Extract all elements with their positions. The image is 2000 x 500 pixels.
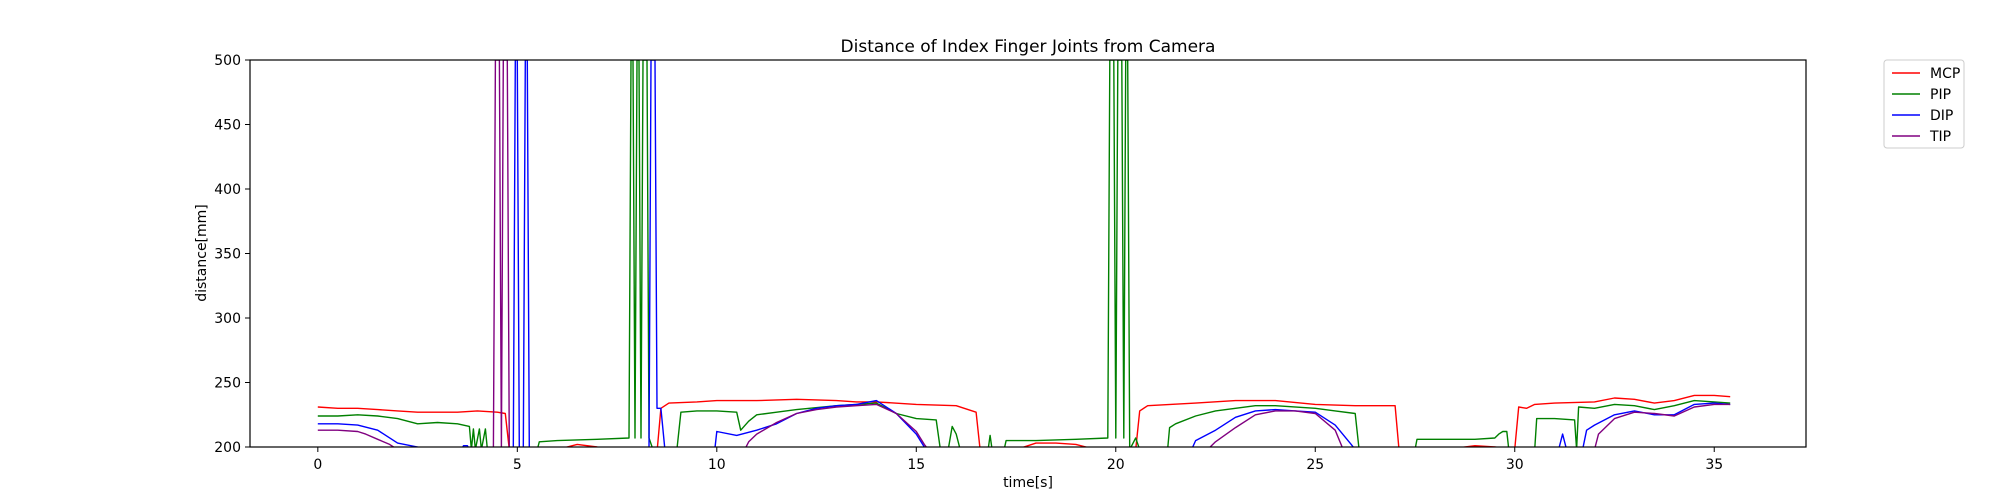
legend-label-dip: DIP <box>1930 108 1953 124</box>
y-tick-label: 500 <box>214 53 241 69</box>
x-axis: 0 5 10 15 20 25 30 35 <box>313 447 1723 473</box>
plot-frame <box>249 59 1807 448</box>
x-tick-label: 35 <box>1705 457 1723 473</box>
x-tick-label: 30 <box>1506 457 1524 473</box>
x-tick-label: 20 <box>1107 457 1125 473</box>
y-tick-label: 300 <box>214 311 241 327</box>
series-line-mcp <box>317 394 1731 447</box>
legend-label-pip: PIP <box>1930 87 1951 103</box>
series-layer <box>317 60 1731 447</box>
y-tick-label: 250 <box>214 376 241 392</box>
y-axis: 200 250 300 350 400 450 500 <box>214 53 250 456</box>
legend-label-mcp: MCP <box>1930 66 1960 82</box>
y-tick-label: 400 <box>214 182 241 198</box>
x-tick-label: 25 <box>1306 457 1324 473</box>
chart-title: Distance of Index Finger Joints from Cam… <box>841 37 1216 57</box>
x-tick-label: 5 <box>513 457 522 473</box>
x-tick-label: 15 <box>907 457 925 473</box>
y-axis-label: distance[mm] <box>194 204 210 302</box>
x-tick-label: 10 <box>708 457 726 473</box>
x-tick-label: 0 <box>313 457 322 473</box>
x-axis-label: time[s] <box>1003 475 1053 491</box>
y-tick-label: 350 <box>214 247 241 263</box>
series-line-pip <box>317 60 1731 447</box>
legend-label-tip: TIP <box>1929 129 1951 145</box>
legend: MCP PIP DIP TIP <box>1883 59 1965 149</box>
series-line-dip <box>317 60 1731 447</box>
y-tick-label: 450 <box>214 118 241 134</box>
y-tick-label: 200 <box>214 440 241 456</box>
legend-box <box>1883 59 1965 149</box>
series-line-tip <box>317 60 1731 447</box>
